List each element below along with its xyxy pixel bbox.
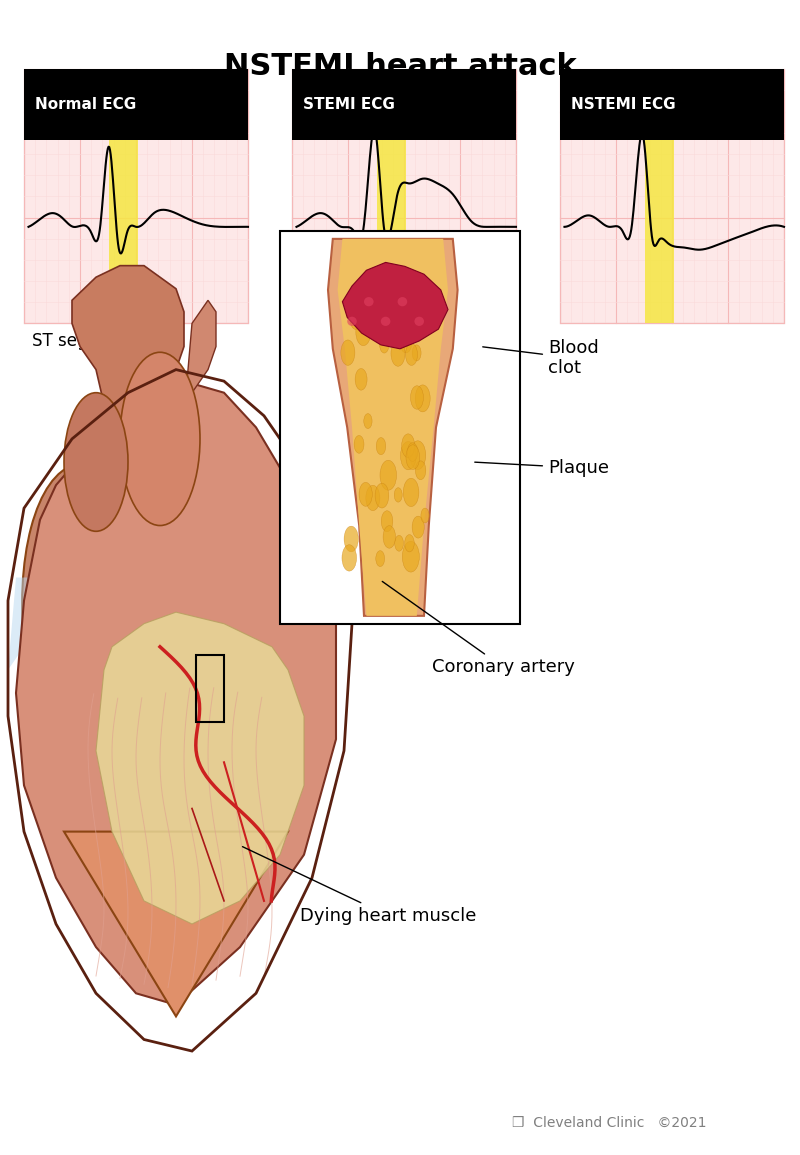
Polygon shape: [96, 612, 304, 924]
Ellipse shape: [412, 516, 424, 538]
Polygon shape: [64, 832, 288, 1016]
Text: Coronary artery: Coronary artery: [382, 581, 575, 677]
Polygon shape: [342, 262, 448, 349]
Polygon shape: [16, 381, 336, 1005]
Ellipse shape: [407, 442, 418, 461]
Text: ❒  Cleveland Clinic   ©2021: ❒ Cleveland Clinic ©2021: [512, 1116, 706, 1130]
Text: Blood
clot: Blood clot: [482, 338, 598, 378]
Polygon shape: [184, 300, 216, 416]
Ellipse shape: [410, 441, 426, 470]
Ellipse shape: [403, 478, 419, 507]
Ellipse shape: [366, 485, 380, 511]
Ellipse shape: [364, 297, 374, 306]
Ellipse shape: [380, 336, 389, 353]
Ellipse shape: [428, 304, 442, 330]
Ellipse shape: [402, 434, 414, 457]
Ellipse shape: [371, 284, 388, 313]
Ellipse shape: [400, 331, 412, 353]
Ellipse shape: [406, 445, 420, 470]
FancyBboxPatch shape: [24, 69, 248, 323]
Ellipse shape: [344, 527, 358, 552]
Ellipse shape: [364, 285, 379, 313]
Polygon shape: [72, 266, 184, 439]
Ellipse shape: [421, 508, 429, 523]
Polygon shape: [338, 239, 448, 616]
Ellipse shape: [64, 393, 128, 531]
Polygon shape: [8, 578, 40, 670]
Bar: [104, 329, 140, 352]
Ellipse shape: [120, 352, 200, 526]
Ellipse shape: [376, 438, 386, 455]
Bar: [109, 69, 138, 323]
Bar: [560, 69, 784, 141]
Ellipse shape: [341, 340, 355, 365]
Ellipse shape: [412, 345, 421, 362]
Ellipse shape: [394, 535, 403, 551]
Ellipse shape: [375, 483, 389, 508]
Ellipse shape: [401, 441, 416, 470]
Ellipse shape: [410, 386, 423, 409]
Ellipse shape: [382, 511, 393, 531]
Ellipse shape: [359, 483, 372, 506]
Text: NSTEMI ECG: NSTEMI ECG: [571, 97, 676, 112]
Bar: [645, 69, 674, 323]
Bar: [280, 231, 520, 624]
Ellipse shape: [356, 319, 371, 345]
Ellipse shape: [402, 542, 419, 572]
Bar: [377, 69, 406, 323]
Ellipse shape: [376, 551, 385, 567]
Ellipse shape: [391, 341, 405, 366]
Ellipse shape: [405, 535, 414, 552]
Text: STEMI ECG: STEMI ECG: [303, 97, 395, 112]
Text: ST segment: ST segment: [32, 331, 131, 350]
Ellipse shape: [347, 316, 357, 326]
FancyBboxPatch shape: [560, 69, 784, 323]
Ellipse shape: [383, 526, 395, 549]
Ellipse shape: [414, 316, 424, 326]
Text: Dying heart muscle: Dying heart muscle: [242, 847, 476, 925]
Ellipse shape: [354, 435, 364, 453]
Ellipse shape: [398, 297, 407, 306]
Ellipse shape: [410, 290, 421, 310]
Ellipse shape: [415, 461, 426, 479]
Ellipse shape: [45, 477, 307, 955]
Bar: [196, 655, 224, 722]
FancyBboxPatch shape: [292, 69, 516, 323]
Ellipse shape: [350, 307, 362, 329]
Polygon shape: [328, 239, 458, 616]
Ellipse shape: [406, 343, 418, 365]
Ellipse shape: [364, 413, 372, 429]
Ellipse shape: [355, 368, 367, 390]
Ellipse shape: [380, 460, 397, 490]
Text: Normal ECG: Normal ECG: [35, 97, 137, 112]
Ellipse shape: [22, 463, 170, 807]
Bar: [292, 69, 516, 141]
Text: Plaque: Plaque: [474, 459, 609, 477]
Text: NSTEMI heart attack: NSTEMI heart attack: [224, 52, 576, 81]
Bar: [24, 69, 248, 141]
Ellipse shape: [415, 385, 430, 412]
Ellipse shape: [394, 487, 402, 502]
Ellipse shape: [342, 545, 357, 571]
Ellipse shape: [381, 316, 390, 326]
